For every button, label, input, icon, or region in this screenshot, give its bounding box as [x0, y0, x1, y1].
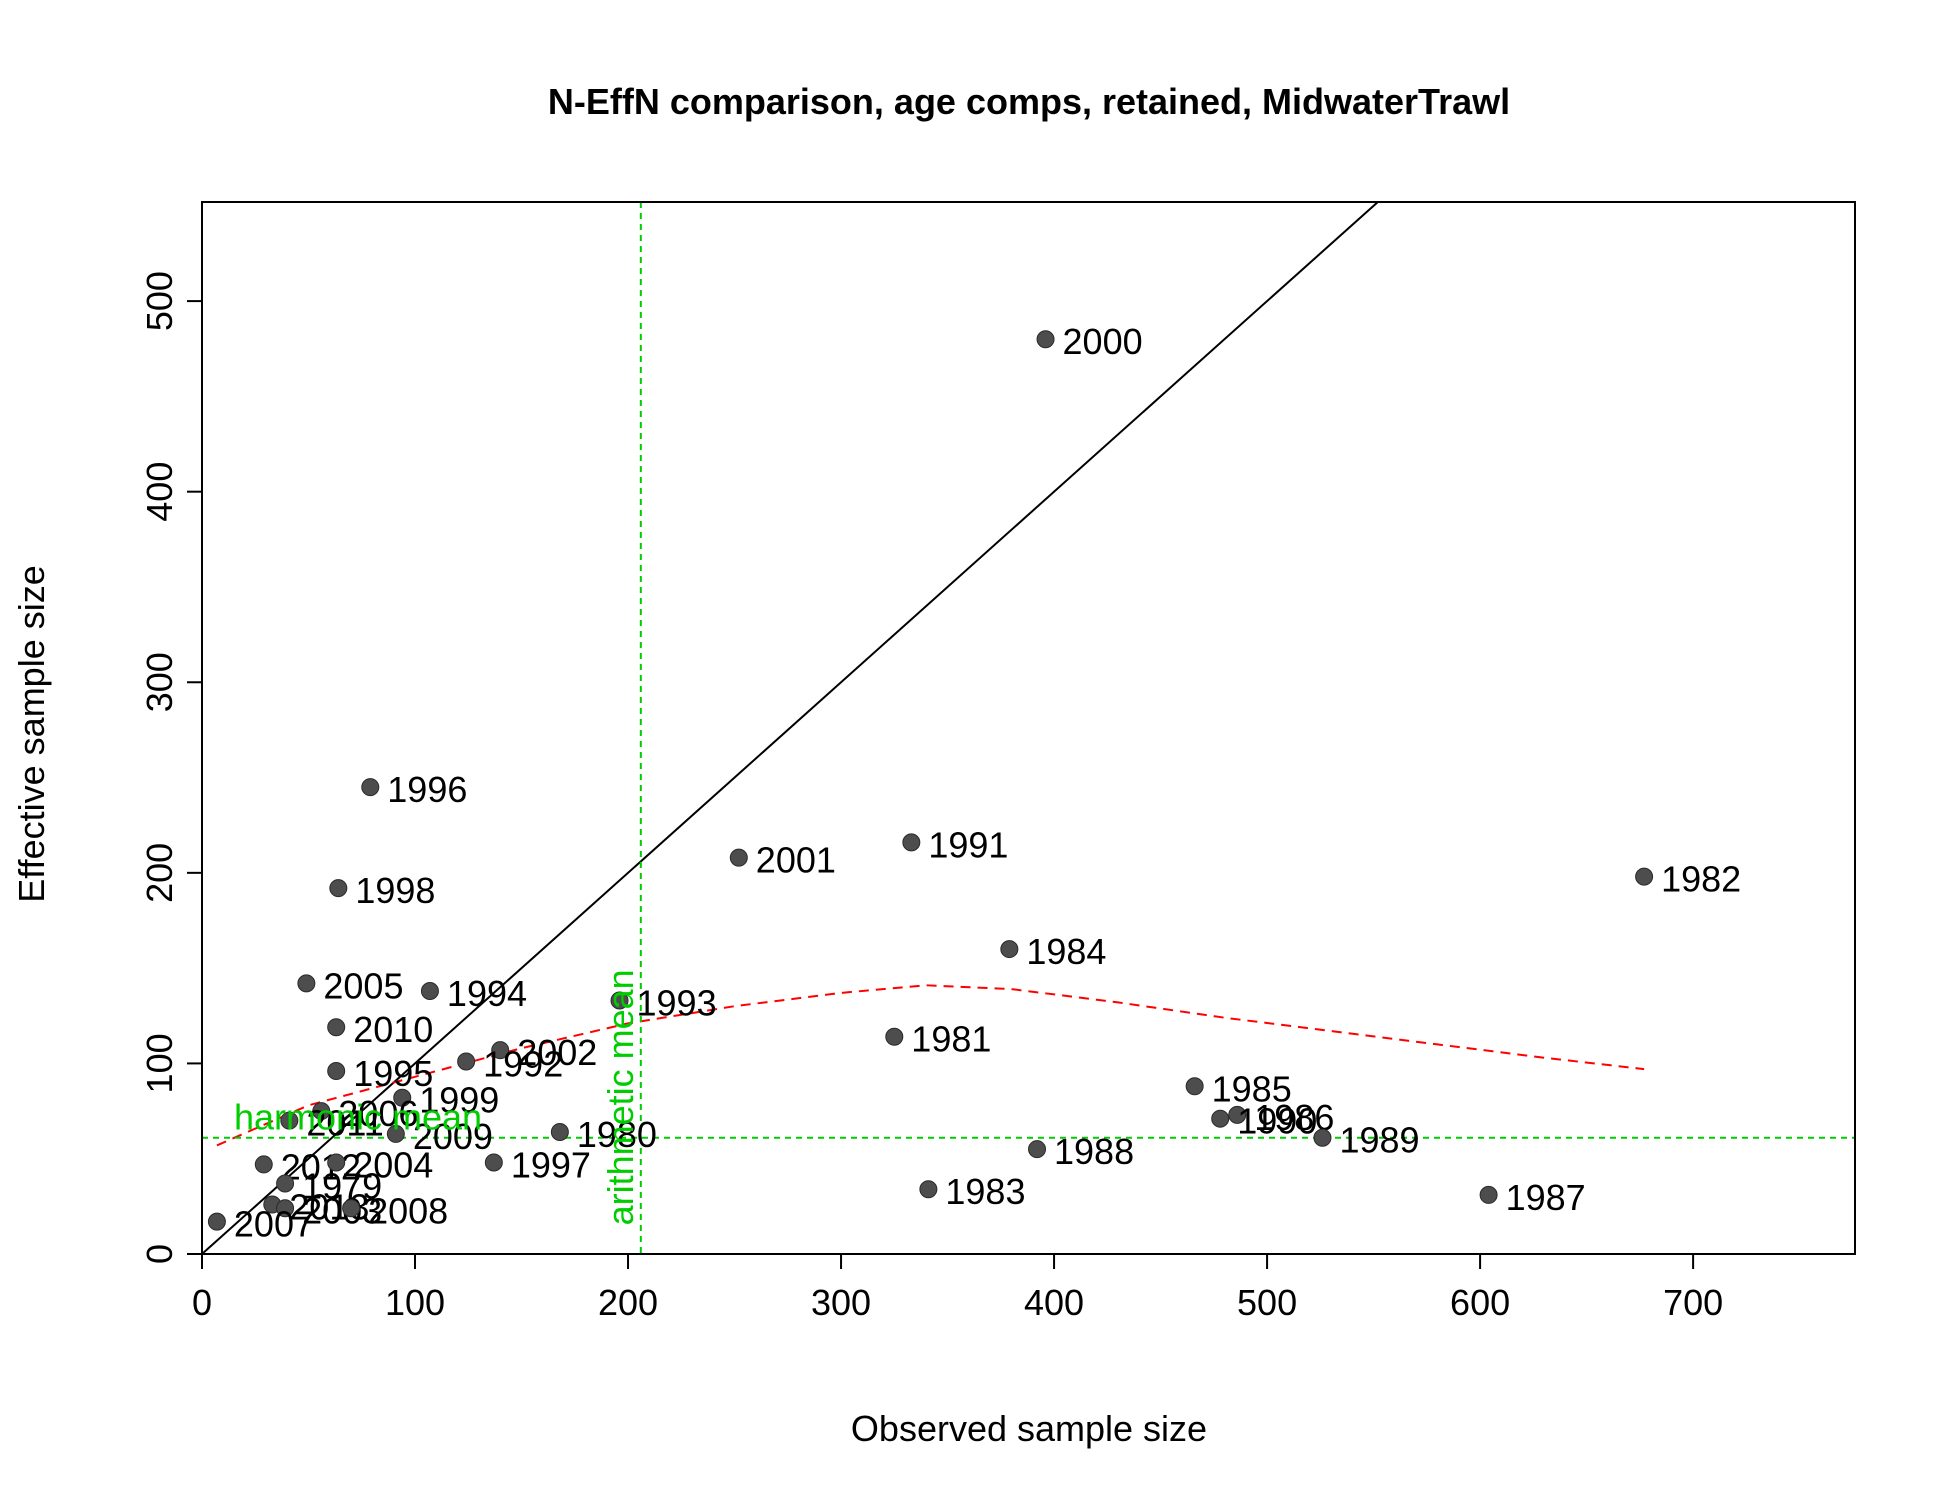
- x-tick-label-300: 300: [811, 1282, 871, 1323]
- point-label-2008: 2008: [368, 1190, 448, 1231]
- x-tick-label-200: 200: [598, 1282, 658, 1323]
- data-point-1983: [919, 1180, 938, 1199]
- point-label-1982: 1982: [1661, 859, 1741, 900]
- data-point-2002: [491, 1041, 510, 1060]
- y-tick-label-100: 100: [139, 1033, 180, 1093]
- data-point-1991: [902, 833, 921, 852]
- data-point-1980: [550, 1123, 569, 1142]
- y-tick-label-0: 0: [139, 1244, 180, 1264]
- point-label-2009: 2009: [413, 1116, 493, 1157]
- point-label-2007: 2007: [234, 1204, 314, 1245]
- data-point-1987: [1479, 1185, 1498, 1204]
- point-label-2011: 2011: [306, 1103, 383, 1144]
- data-point-1992: [457, 1052, 476, 1071]
- x-tick-label-400: 400: [1024, 1282, 1084, 1323]
- smoother-line: [216, 984, 1645, 1147]
- x-tick-label-500: 500: [1237, 1282, 1297, 1323]
- point-label-2010: 2010: [353, 1009, 433, 1050]
- data-point-2008: [342, 1199, 361, 1218]
- point-label-2005: 2005: [323, 965, 403, 1006]
- point-label-2000: 2000: [1063, 321, 1143, 362]
- x-tick-label-600: 600: [1450, 1282, 1510, 1323]
- point-label-2002: 2002: [517, 1032, 597, 1073]
- point-label-1995: 1995: [353, 1053, 433, 1094]
- data-point-1985: [1185, 1077, 1204, 1096]
- point-label-1984: 1984: [1026, 931, 1106, 972]
- point-label-2001: 2001: [756, 840, 836, 881]
- data-point-1981: [885, 1027, 904, 1046]
- data-point-1996: [361, 778, 380, 797]
- data-point-1995: [327, 1062, 346, 1081]
- point-label-2004: 2004: [353, 1145, 433, 1186]
- data-point-1997: [484, 1153, 503, 1172]
- point-label-1998: 1998: [355, 870, 435, 911]
- point-label-1981: 1981: [911, 1019, 991, 1060]
- data-point-1982: [1635, 867, 1654, 886]
- data-point-2011: [280, 1111, 299, 1130]
- data-point-1979: [276, 1174, 295, 1193]
- data-point-1986: [1228, 1105, 1247, 1124]
- point-label-1980: 1980: [577, 1114, 657, 1155]
- data-point-2010: [327, 1018, 346, 1037]
- point-label-2006: 2006: [338, 1093, 418, 1134]
- y-tick-label-500: 500: [139, 271, 180, 331]
- point-label-2003: 2003: [302, 1190, 382, 1231]
- data-point-1993: [610, 991, 629, 1010]
- y-tick-label-300: 300: [139, 652, 180, 712]
- data-point-2006: [312, 1102, 331, 1121]
- harmonic-mean-label: harmonic mean: [234, 1097, 482, 1138]
- data-point-2001: [729, 848, 748, 867]
- data-point-1998: [329, 879, 348, 898]
- point-label-1990: 1990: [1237, 1101, 1317, 1142]
- data-point-1994: [420, 982, 439, 1000]
- point-label-1997: 1997: [511, 1145, 591, 1186]
- point-label-1999: 1999: [419, 1080, 499, 1121]
- point-label-1988: 1988: [1054, 1131, 1134, 1172]
- x-tick-label-0: 0: [192, 1282, 212, 1323]
- data-point-1984: [1000, 940, 1019, 959]
- plot-contents: [202, 202, 1855, 1254]
- point-label-1991: 1991: [928, 824, 1008, 865]
- data-point-2000: [1036, 330, 1055, 349]
- data-point-1988: [1028, 1140, 1047, 1159]
- point-label-1989: 1989: [1339, 1120, 1419, 1161]
- x-axis-label: Observed sample size: [851, 1408, 1207, 1449]
- data-point-2005: [297, 974, 316, 993]
- data-point-2003: [276, 1199, 295, 1218]
- one-to-one-line: [202, 202, 1379, 1254]
- point-label-1985: 1985: [1212, 1068, 1292, 1109]
- data-point-1989: [1313, 1128, 1332, 1147]
- data-point-2012: [254, 1155, 273, 1174]
- point-label-1994: 1994: [447, 973, 527, 1014]
- x-tick-label-700: 700: [1663, 1282, 1723, 1323]
- point-label-1979: 1979: [302, 1165, 382, 1206]
- point-label-1983: 1983: [945, 1171, 1025, 1212]
- y-axis-label: Effective sample size: [11, 565, 52, 902]
- data-point-1999: [393, 1088, 412, 1107]
- y-tick-label-200: 200: [139, 843, 180, 903]
- y-tick-label-400: 400: [139, 462, 180, 522]
- data-point-2009: [386, 1124, 405, 1143]
- data-point-1990: [1211, 1109, 1230, 1128]
- arithmetic-mean-label: arithmetic mean: [600, 969, 641, 1225]
- point-label-1987: 1987: [1506, 1177, 1586, 1218]
- point-label-1993: 1993: [637, 983, 717, 1024]
- point-label-1992: 1992: [483, 1044, 563, 1085]
- data-point-2004: [327, 1153, 346, 1172]
- point-label-2012: 2012: [281, 1146, 361, 1187]
- x-tick-label-100: 100: [385, 1282, 445, 1323]
- data-point-2007: [207, 1212, 226, 1231]
- point-label-1996: 1996: [387, 769, 467, 810]
- chart-title: N-EffN comparison, age comps, retained, …: [548, 81, 1510, 122]
